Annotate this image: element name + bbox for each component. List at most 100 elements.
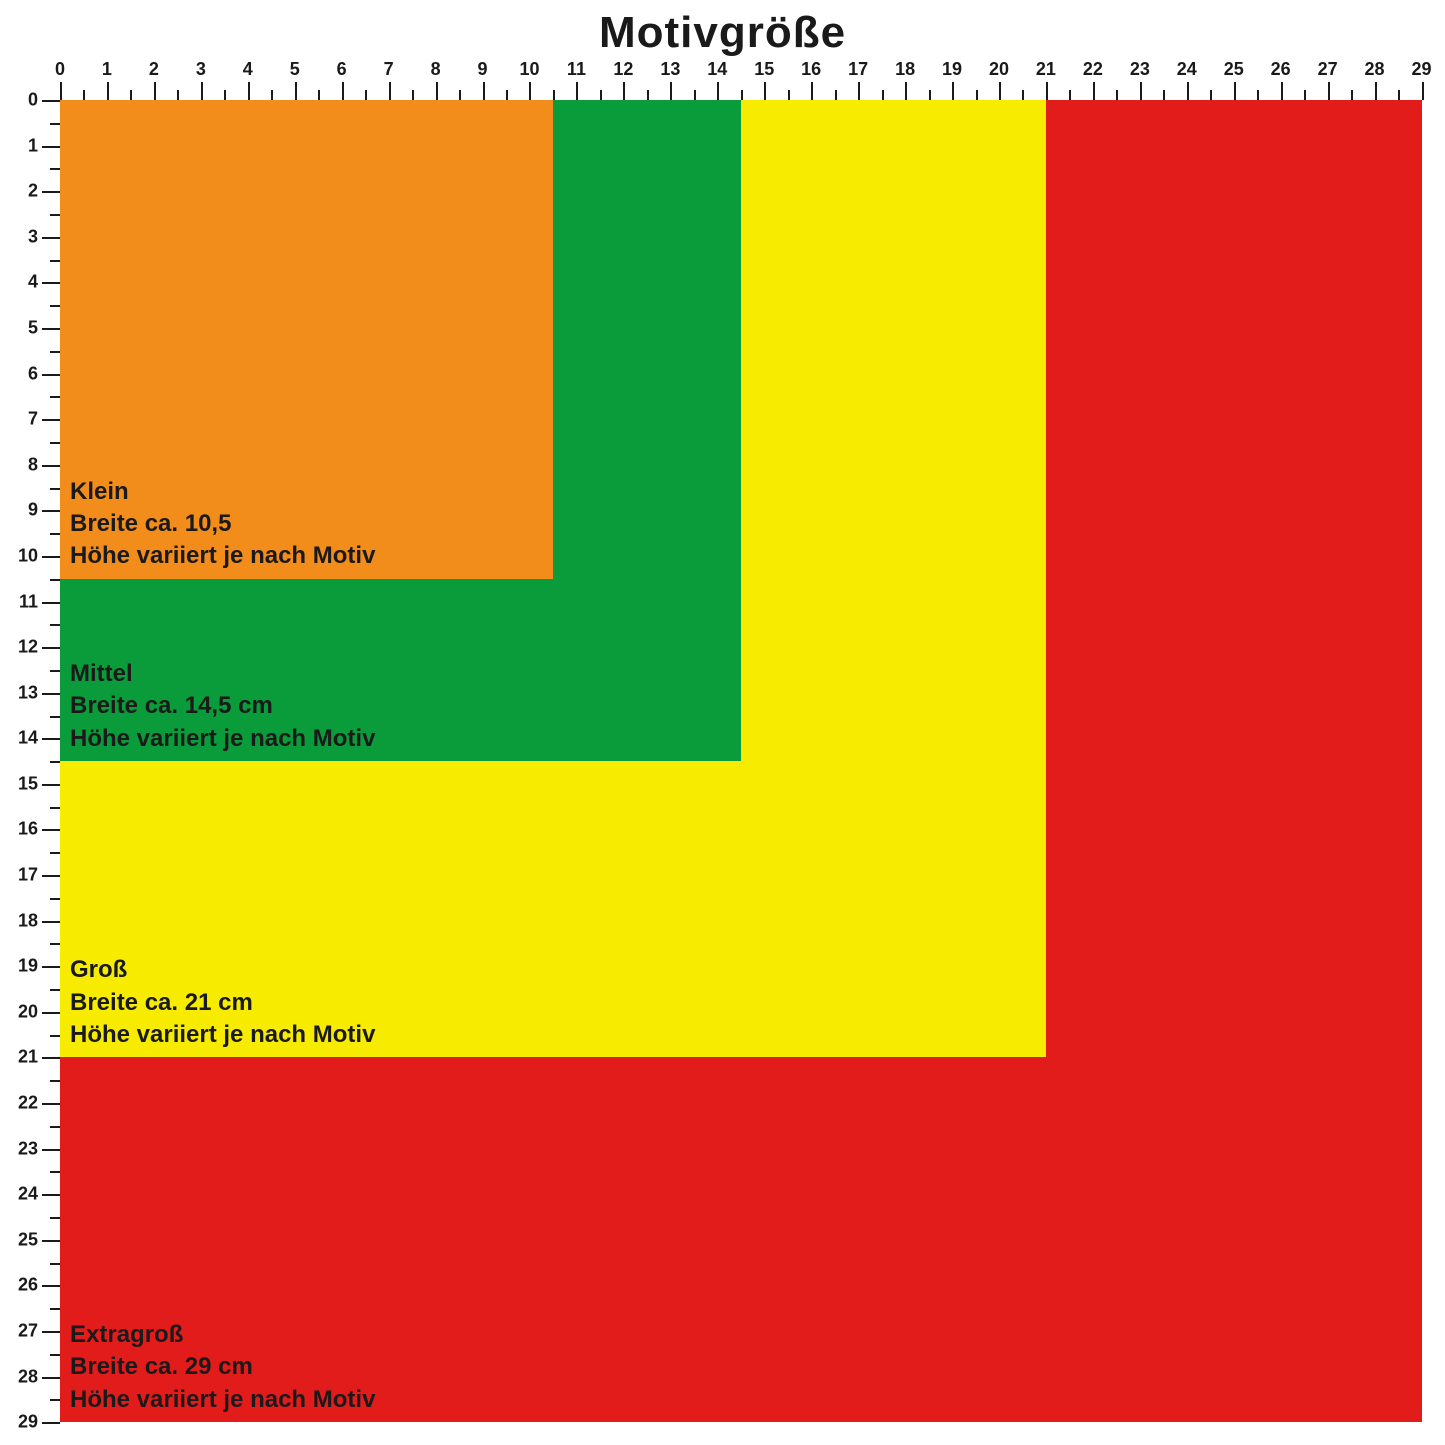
ruler-tick-label: 3 [28,226,38,247]
size-width: Breite ca. 29 cm [70,1351,375,1383]
ruler-tick-label: 27 [18,1321,38,1342]
ruler-tick-minor [647,90,649,100]
size-name: Groß [70,954,375,986]
ruler-tick [60,82,62,100]
ruler-tick-label: 8 [431,59,441,80]
ruler-tick-minor [976,90,978,100]
ruler-tick [42,1149,60,1151]
ruler-tick-label: 1 [102,59,112,80]
ruler-tick-minor [50,260,60,262]
ruler-tick-label: 22 [1083,59,1103,80]
ruler-tick-minor [177,90,179,100]
ruler-tick-label: 18 [18,910,38,931]
ruler-tick-label: 3 [196,59,206,80]
size-height: Höhe variiert je nach Motiv [70,1019,375,1051]
ruler-tick-label: 6 [337,59,347,80]
ruler-tick [1234,82,1236,100]
ruler-tick-minor [50,943,60,945]
ruler-tick-minor [1257,90,1259,100]
ruler-tick-minor [1351,90,1353,100]
ruler-tick-minor [130,90,132,100]
size-height: Höhe variiert je nach Motiv [70,540,375,572]
ruler-tick [295,82,297,100]
size-box-klein: KleinBreite ca. 10,5Höhe variiert je nac… [60,100,553,579]
ruler-tick [42,465,60,467]
size-box-label: KleinBreite ca. 10,5Höhe variiert je nac… [70,476,375,573]
size-height: Höhe variiert je nach Motiv [70,1384,375,1416]
ruler-tick [42,1285,60,1287]
ruler-tick-minor [50,1354,60,1356]
ruler-tick-label: 7 [28,409,38,430]
size-width: Breite ca. 10,5 [70,508,375,540]
ruler-tick-label: 26 [18,1275,38,1296]
ruler-tick-label: 18 [895,59,915,80]
ruler-tick [42,282,60,284]
ruler-tick [42,328,60,330]
ruler-tick-minor [50,852,60,854]
size-height: Höhe variiert je nach Motiv [70,723,375,755]
ruler-tick-label: 23 [18,1138,38,1159]
ruler-tick [42,419,60,421]
ruler-tick [42,374,60,376]
ruler-tick-label: 15 [18,773,38,794]
ruler-tick [42,1012,60,1014]
ruler-tick [42,146,60,148]
ruler-tick-minor [50,1263,60,1265]
ruler-tick-minor [50,624,60,626]
ruler-tick-minor [694,90,696,100]
ruler-tick [42,875,60,877]
ruler-tick-label: 17 [18,865,38,886]
ruler-tick [107,82,109,100]
ruler-tick [342,82,344,100]
ruler-tick-label: 5 [290,59,300,80]
ruler-tick-label: 21 [1036,59,1056,80]
ruler-tick-label: 14 [18,728,38,749]
ruler-tick-label: 25 [1224,59,1244,80]
ruler-tick [201,82,203,100]
ruler-tick-minor [1116,90,1118,100]
ruler-tick-minor [882,90,884,100]
ruler-tick-label: 0 [28,90,38,111]
ruler-tick-minor [50,396,60,398]
ruler-tick-label: 20 [18,1001,38,1022]
ruler-tick [1422,82,1424,100]
size-name: Klein [70,476,375,508]
ruler-tick [42,738,60,740]
ruler-tick-minor [50,1217,60,1219]
ruler-tick-label: 5 [28,317,38,338]
ruler-tick [717,82,719,100]
ruler-tick [1375,82,1377,100]
ruler-tick [42,1194,60,1196]
ruler-tick-label: 27 [1318,59,1338,80]
ruler-tick-label: 21 [18,1047,38,1068]
ruler-tick [42,647,60,649]
ruler-tick-label: 9 [478,59,488,80]
ruler-tick [389,82,391,100]
ruler-tick-minor [50,807,60,809]
ruler-tick [42,693,60,695]
size-chart: ExtragroßBreite ca. 29 cmHöhe variiert j… [60,100,1445,1445]
ruler-tick-label: 14 [707,59,727,80]
ruler-tick [42,1240,60,1242]
ruler-tick [1281,82,1283,100]
size-box-label: MittelBreite ca. 14,5 cmHöhe variiert je… [70,658,375,755]
ruler-tick [999,82,1001,100]
ruler-tick [42,1103,60,1105]
ruler-tick-minor [50,898,60,900]
ruler-tick-label: 11 [19,591,38,612]
ruler-tick-minor [50,716,60,718]
ruler-tick-minor [50,442,60,444]
ruler-tick-label: 28 [1365,59,1385,80]
ruler-tick-minor [50,168,60,170]
ruler-tick-label: 10 [519,59,539,80]
size-box-label: ExtragroßBreite ca. 29 cmHöhe variiert j… [70,1319,375,1416]
ruler-tick-label: 8 [28,454,38,475]
ruler-tick [436,82,438,100]
ruler-tick-minor [224,90,226,100]
ruler-tick-label: 23 [1130,59,1150,80]
ruler-tick-minor [1398,90,1400,100]
ruler-tick-label: 22 [18,1093,38,1114]
ruler-tick-label: 1 [28,135,38,156]
ruler-tick [42,784,60,786]
ruler-tick-minor [50,1399,60,1401]
